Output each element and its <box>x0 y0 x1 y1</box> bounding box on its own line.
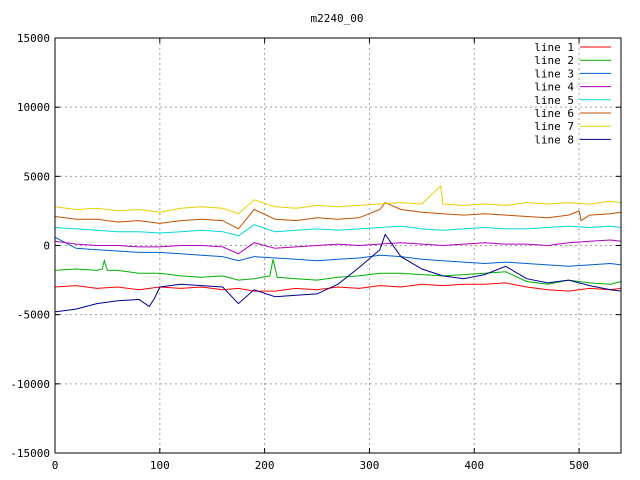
x-tick-label: 200 <box>255 459 275 472</box>
y-tick-label: -15000 <box>10 447 50 460</box>
axis-ticks: 0 100 200 300 400 500 -15000 -10000 -5000 0 5000 10… <box>10 32 621 472</box>
series-line-8 <box>54 233 622 313</box>
x-tick-label: 0 <box>52 459 59 472</box>
y-tick-label: 0 <box>43 240 50 253</box>
y-tick-label: 15000 <box>17 32 50 45</box>
legend-label-5: line 5 <box>534 94 574 107</box>
series-line-4 <box>54 239 622 255</box>
grid <box>55 38 621 453</box>
x-tick-label: 100 <box>150 459 170 472</box>
series-line-1 <box>54 282 622 292</box>
legend-label-8: line 8 <box>534 133 574 146</box>
series-line-7 <box>54 184 622 215</box>
y-tick-label: 10000 <box>17 101 50 114</box>
chart-title: m2240_00 <box>311 12 364 25</box>
legend-label-3: line 3 <box>534 67 574 80</box>
x-tick-label: 500 <box>569 459 589 472</box>
series-line-6 <box>54 201 622 230</box>
y-tick-label: -10000 <box>10 378 50 391</box>
legend-label-4: line 4 <box>534 81 574 94</box>
legend-label-1: line 1 <box>534 41 574 54</box>
legend-label-2: line 2 <box>534 54 574 67</box>
series-line-5 <box>54 224 622 237</box>
series-line-2 <box>54 258 622 285</box>
legend-label-7: line 7 <box>534 120 574 133</box>
series-line-3 <box>54 236 622 267</box>
x-tick-label: 400 <box>464 459 484 472</box>
y-tick-label: -5000 <box>17 309 50 322</box>
legend-label-6: line 6 <box>534 107 574 120</box>
x-tick-label: 300 <box>360 459 380 472</box>
series-layer <box>54 184 622 313</box>
y-tick-label: 5000 <box>24 170 51 183</box>
